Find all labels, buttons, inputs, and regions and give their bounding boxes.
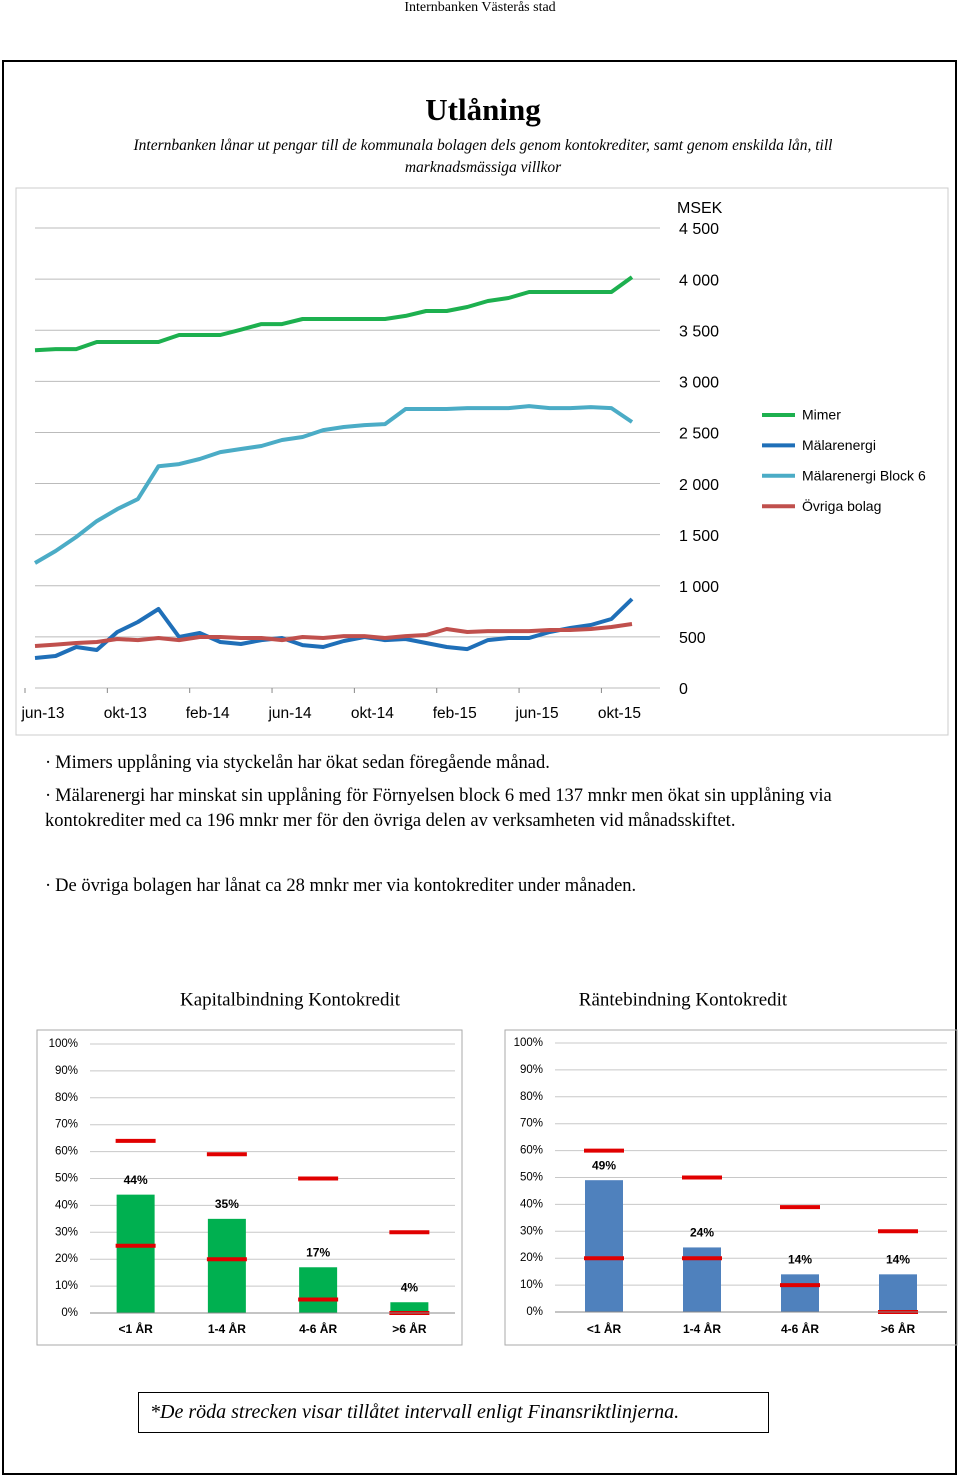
y-tick-label: 1 000 bbox=[679, 579, 719, 596]
x-tick-label: >6 ÅR bbox=[392, 1321, 427, 1336]
x-tick-label: 1-4 ÅR bbox=[683, 1321, 721, 1336]
bar bbox=[781, 1274, 819, 1312]
value-label: 49% bbox=[592, 1158, 616, 1172]
y-tick-label: 40% bbox=[55, 1199, 78, 1211]
x-tick-label: okt-15 bbox=[598, 705, 641, 722]
y-tick-label: 0 bbox=[679, 681, 688, 698]
y-tick-label: 90% bbox=[520, 1064, 543, 1076]
bar bbox=[879, 1274, 917, 1312]
bar bbox=[390, 1302, 429, 1313]
y-tick-label: 20% bbox=[55, 1253, 78, 1265]
value-label: 14% bbox=[788, 1253, 812, 1267]
x-tick-label: okt-14 bbox=[351, 705, 394, 722]
x-tick-label: 4-6 ÅR bbox=[781, 1321, 819, 1336]
x-tick-label: jun-15 bbox=[515, 705, 559, 722]
y-tick-label: 60% bbox=[520, 1145, 543, 1157]
value-label: 17% bbox=[306, 1245, 330, 1259]
y-tick-label: 90% bbox=[55, 1065, 78, 1077]
line-series bbox=[34, 622, 633, 648]
y-tick-label: 40% bbox=[520, 1198, 543, 1210]
legend-label: Övriga bolag bbox=[802, 497, 881, 514]
y-tick-label: 50% bbox=[520, 1172, 543, 1184]
legend-label: Mälarenergi bbox=[802, 437, 876, 453]
y-tick-label: 80% bbox=[55, 1092, 78, 1104]
x-tick-label: >6 ÅR bbox=[881, 1321, 916, 1336]
value-label: 35% bbox=[215, 1197, 239, 1211]
bar bbox=[116, 1194, 155, 1313]
y-tick-label: 70% bbox=[520, 1118, 543, 1130]
y-tick-label: 4 000 bbox=[679, 272, 719, 289]
value-label: 44% bbox=[124, 1173, 148, 1187]
x-tick-label: okt-13 bbox=[104, 705, 147, 722]
y-tick-label: 500 bbox=[679, 630, 706, 647]
y-tick-label: 20% bbox=[520, 1252, 543, 1264]
value-label: 4% bbox=[401, 1280, 419, 1294]
y-tick-label: 0% bbox=[61, 1307, 78, 1319]
y-tick-label: 2 500 bbox=[679, 426, 719, 443]
y-tick-label: 80% bbox=[520, 1091, 543, 1103]
value-label: 14% bbox=[886, 1253, 910, 1267]
subtitle: Internbanken lånar ut pengar till de kom… bbox=[133, 137, 833, 176]
x-tick-label: jun-14 bbox=[267, 705, 311, 722]
line-series bbox=[34, 597, 634, 660]
legend-label: Mälarenergi Block 6 bbox=[802, 468, 926, 484]
y-tick-label: 10% bbox=[520, 1279, 543, 1291]
bar bbox=[207, 1218, 246, 1313]
x-tick-label: <1 ÅR bbox=[118, 1321, 153, 1336]
legend-label: Mimer bbox=[802, 407, 841, 423]
y-tick-label: 50% bbox=[55, 1173, 78, 1185]
y-tick-label: 2 000 bbox=[679, 477, 719, 494]
page-frame bbox=[2, 60, 957, 1475]
line-chart-frame bbox=[15, 187, 949, 736]
line-series bbox=[34, 275, 634, 353]
y-tick-label: 4 500 bbox=[679, 221, 719, 238]
y-tick-label: 10% bbox=[55, 1280, 78, 1292]
y-tick-label: 100% bbox=[514, 1037, 543, 1049]
y-tick-label: 3 500 bbox=[679, 323, 719, 340]
x-tick-label: <1 ÅR bbox=[587, 1321, 622, 1336]
y-tick-label: 0% bbox=[526, 1306, 543, 1318]
y-tick-label: 30% bbox=[55, 1226, 78, 1238]
chart-title: Räntebindning Kontokredit bbox=[579, 989, 788, 1010]
chart-title: Kapitalbindning Kontokredit bbox=[180, 989, 401, 1010]
bullet: Mimers upplåning via styckelån har ökat … bbox=[45, 751, 875, 776]
bullet: De övriga bolagen har lånat ca 28 mnkr m… bbox=[45, 874, 875, 899]
title: Utlåning bbox=[425, 92, 541, 127]
chart-frame bbox=[36, 1029, 463, 1346]
y-tick-label: 60% bbox=[55, 1146, 78, 1158]
line-series bbox=[33, 404, 634, 565]
bar bbox=[585, 1180, 623, 1312]
x-tick-label: 1-4 ÅR bbox=[208, 1321, 246, 1336]
y-tick-label: 3 000 bbox=[679, 375, 719, 392]
footnote: *De röda strecken visar tillåtet interva… bbox=[150, 1401, 680, 1423]
x-tick-label: feb-14 bbox=[186, 705, 230, 722]
bar bbox=[299, 1267, 338, 1313]
value-label: 24% bbox=[690, 1226, 714, 1240]
y-tick-label: 100% bbox=[49, 1038, 78, 1050]
footnote-box bbox=[138, 1392, 769, 1433]
page-header: Internbanken Västerås stad bbox=[404, 0, 556, 15]
y-tick-label: 70% bbox=[55, 1119, 78, 1131]
y-tick-label: 30% bbox=[520, 1225, 543, 1237]
y-tick-label: 1 500 bbox=[679, 528, 719, 545]
x-tick-label: 4-6 ÅR bbox=[299, 1321, 337, 1336]
bullet: Mälarenergi har minskat sin upplåning fö… bbox=[45, 784, 875, 834]
y-axis-label: MSEK bbox=[677, 200, 723, 217]
chart-frame bbox=[504, 1029, 958, 1346]
x-tick-label: feb-15 bbox=[433, 705, 477, 722]
x-tick-label: jun-13 bbox=[20, 705, 64, 722]
